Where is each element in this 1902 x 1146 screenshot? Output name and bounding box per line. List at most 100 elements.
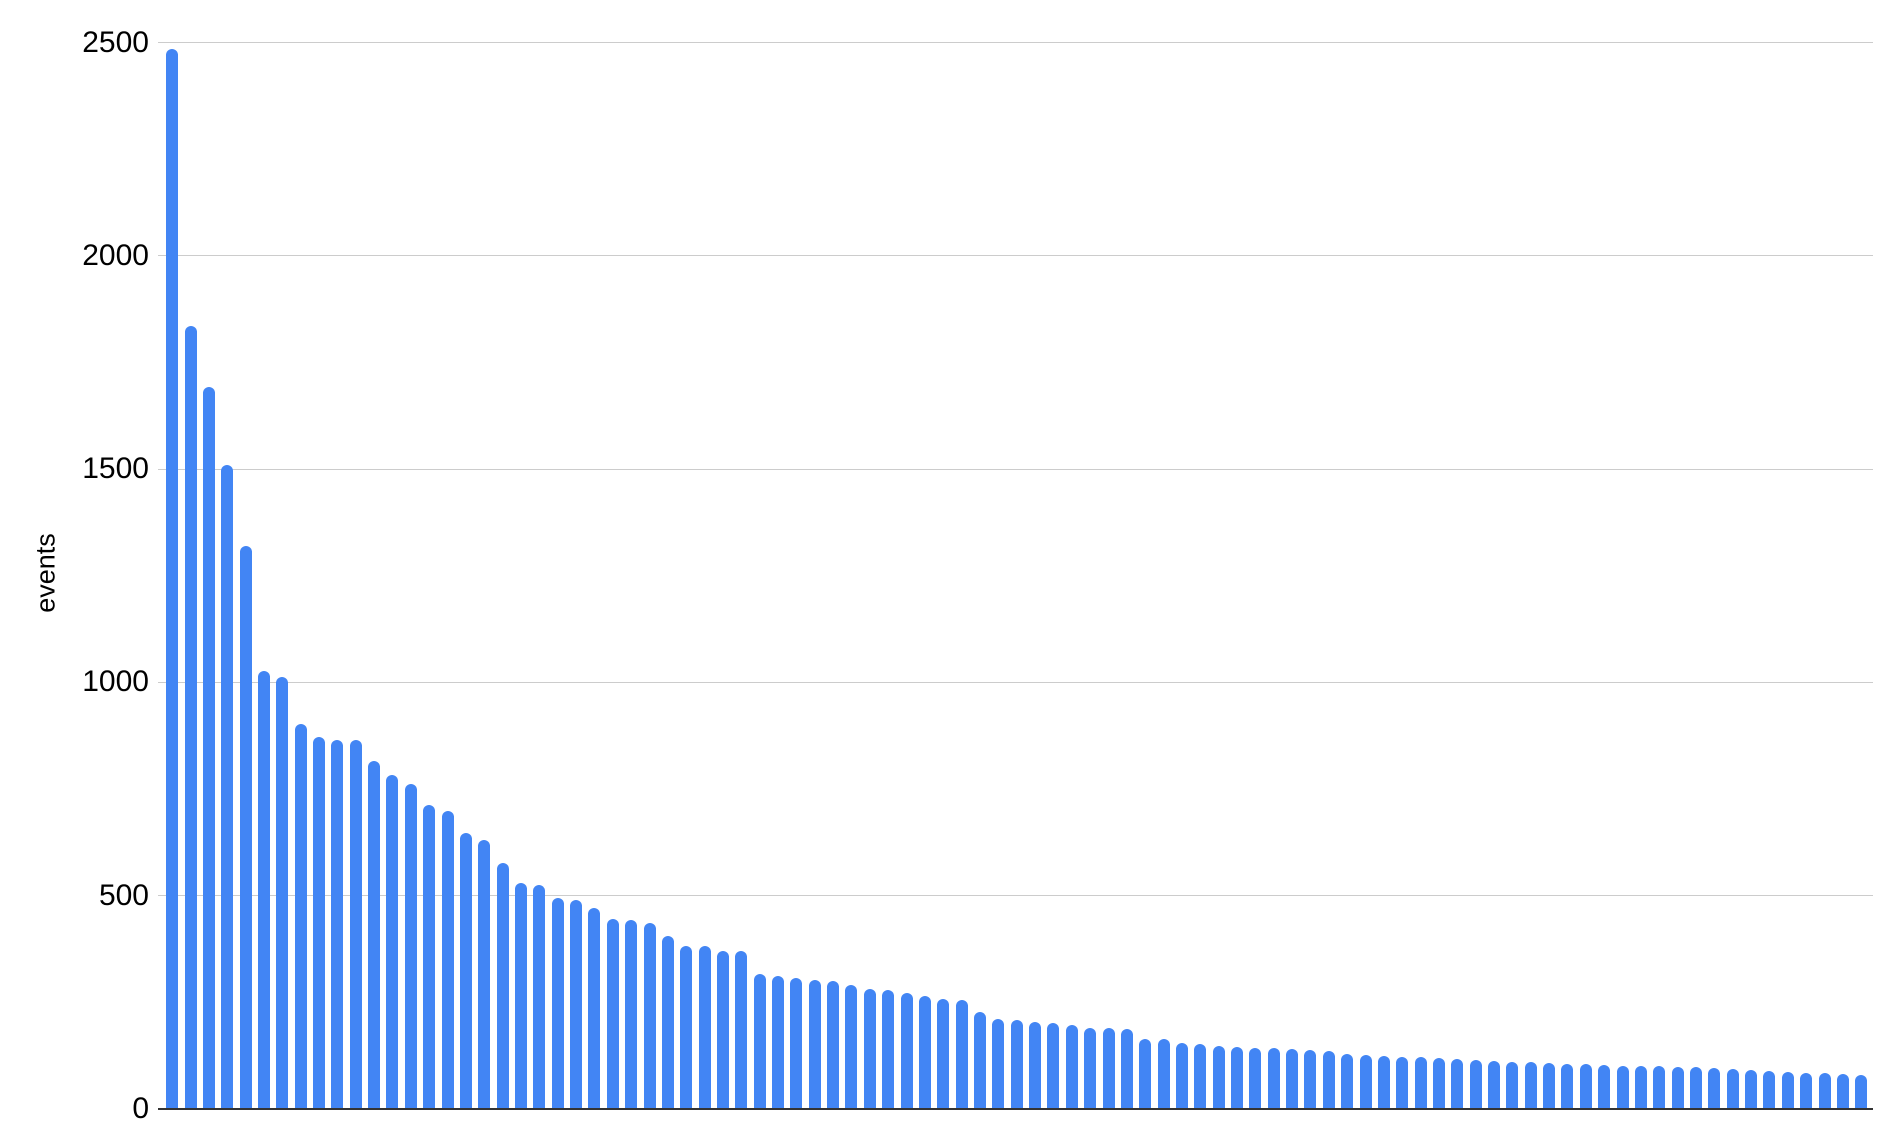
bar-slot — [1173, 0, 1191, 1109]
bar-slot — [861, 0, 879, 1109]
bar — [1047, 1022, 1060, 1109]
bar — [1432, 1057, 1445, 1109]
bar — [1690, 1067, 1702, 1109]
bar-slot — [567, 0, 585, 1109]
y-tick-label: 1500 — [82, 452, 149, 486]
bar — [1414, 1057, 1427, 1109]
bar — [753, 973, 766, 1109]
bar — [1286, 1048, 1299, 1109]
bar-slot — [1705, 0, 1723, 1109]
bar-slot — [1485, 0, 1503, 1109]
bar — [1377, 1056, 1390, 1109]
bar — [349, 740, 362, 1109]
bar — [1616, 1065, 1629, 1109]
bar-slot — [916, 0, 934, 1109]
bar-slot — [989, 0, 1007, 1109]
bar-slot — [1118, 0, 1136, 1109]
bar — [882, 990, 895, 1109]
bar-slot — [934, 0, 952, 1109]
bar — [863, 988, 876, 1109]
bar — [790, 977, 803, 1109]
bar — [1451, 1058, 1464, 1109]
bar-slot — [549, 0, 567, 1109]
bar — [239, 545, 252, 1109]
bar-slot — [842, 0, 860, 1109]
bar-slot — [879, 0, 897, 1109]
bar-slot — [200, 0, 218, 1109]
bar-slot — [952, 0, 970, 1109]
bar-slot — [1356, 0, 1374, 1109]
bar-slot — [1338, 0, 1356, 1109]
bar-slot — [1577, 0, 1595, 1109]
bar — [772, 975, 785, 1109]
bar-slot — [181, 0, 199, 1109]
bar-slot — [695, 0, 713, 1109]
bar — [1267, 1048, 1280, 1109]
bar-slot — [1558, 0, 1576, 1109]
bar-slot — [1668, 0, 1686, 1109]
bar-slot — [310, 0, 328, 1109]
bar-slot — [622, 0, 640, 1109]
bar — [1818, 1073, 1831, 1109]
bar-slot — [1209, 0, 1227, 1109]
gridline — [158, 468, 1873, 470]
bar — [294, 723, 307, 1109]
bar-slot — [1099, 0, 1117, 1109]
bar — [845, 984, 858, 1109]
bar — [368, 761, 381, 1109]
bar — [1212, 1045, 1225, 1109]
y-tick-label: 2500 — [82, 25, 149, 59]
bar — [257, 670, 270, 1109]
bar-slot — [438, 0, 456, 1109]
bar — [1488, 1060, 1501, 1109]
bar — [918, 996, 931, 1109]
bar — [735, 951, 748, 1109]
bar-slot — [1834, 0, 1852, 1109]
bar-slot — [1797, 0, 1815, 1109]
bar-slot — [292, 0, 310, 1109]
bar — [992, 1019, 1005, 1109]
bar — [1010, 1020, 1023, 1109]
bar-slot — [1191, 0, 1209, 1109]
gridline — [158, 681, 1873, 683]
bar — [1726, 1068, 1739, 1109]
bar — [459, 833, 472, 1109]
bar-slot — [640, 0, 658, 1109]
bar — [1304, 1050, 1317, 1109]
bar — [1102, 1028, 1115, 1109]
bar — [423, 805, 436, 1109]
bar-slot — [659, 0, 677, 1109]
bar-slot — [1595, 0, 1613, 1109]
bar-slot — [1283, 0, 1301, 1109]
bar — [1506, 1061, 1519, 1109]
bar — [698, 946, 711, 1109]
bar-slot — [604, 0, 622, 1109]
bar — [1139, 1038, 1152, 1109]
bar-slot — [1650, 0, 1668, 1109]
bar-slot — [457, 0, 475, 1109]
bar-slot — [347, 0, 365, 1109]
bar — [661, 936, 674, 1109]
bar — [331, 739, 344, 1109]
bar — [1781, 1072, 1794, 1109]
bar-slot — [1063, 0, 1081, 1109]
bar-slot — [218, 0, 236, 1109]
bar — [1524, 1062, 1537, 1109]
bar-slot — [383, 0, 401, 1109]
bar-slot — [1687, 0, 1705, 1109]
bar-slot — [1613, 0, 1631, 1109]
bar — [808, 980, 821, 1109]
bar — [1469, 1060, 1482, 1109]
bar-slot — [1136, 0, 1154, 1109]
bar — [1671, 1066, 1684, 1109]
bar-slot — [1779, 0, 1797, 1109]
bar — [588, 907, 601, 1109]
bar-slot — [1503, 0, 1521, 1109]
bar — [1579, 1064, 1592, 1109]
bar — [625, 920, 638, 1109]
bar — [1708, 1067, 1721, 1109]
bar-slot — [1815, 0, 1833, 1109]
bar — [900, 992, 913, 1109]
bar — [937, 999, 950, 1109]
